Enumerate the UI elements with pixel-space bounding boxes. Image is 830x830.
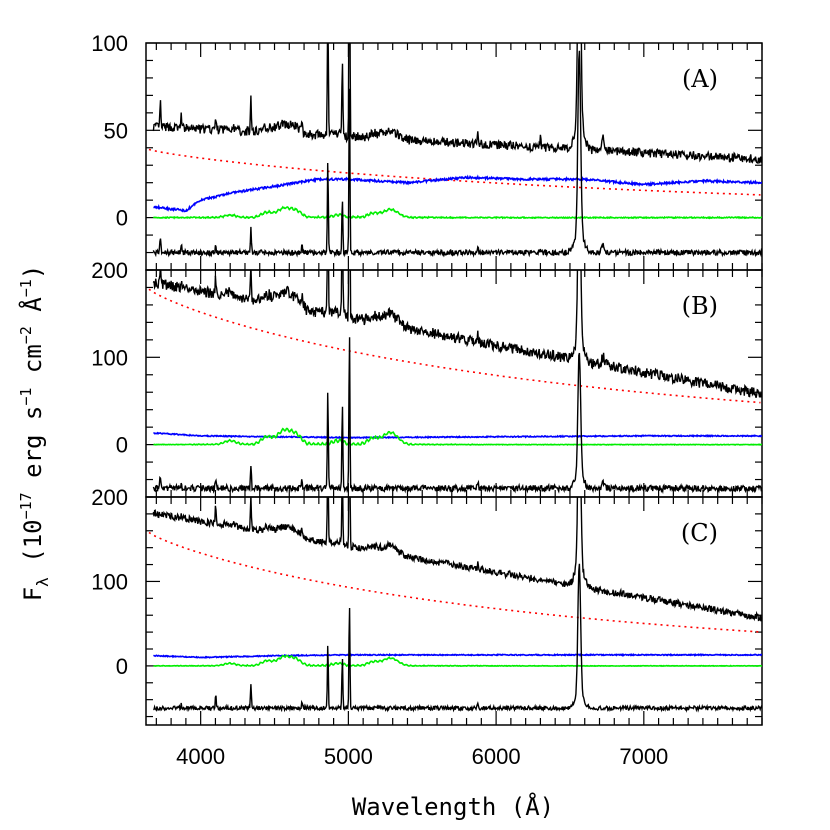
y-tick-label: 0 (116, 433, 128, 458)
host-galaxy-curve (153, 652, 762, 660)
observed-spectrum (152, 43, 762, 165)
host-galaxy-curve (153, 174, 762, 213)
y-tick-label: 100 (91, 569, 128, 594)
host-galaxy-curve (153, 431, 762, 440)
y-tick-label: 0 (116, 206, 128, 231)
feii-curve (152, 205, 762, 220)
powerlaw-curve (148, 148, 761, 196)
powerlaw-curve (148, 531, 761, 633)
y-axis-title-e: ) (19, 265, 47, 279)
x-tick-label: 5000 (324, 744, 373, 769)
y-tick-label: 50 (104, 118, 128, 143)
y-axis-title-b: erg s (19, 406, 47, 493)
panel-1: 0 50 100 (A) (91, 31, 763, 271)
y-axis-title-e4: −1 (17, 279, 35, 297)
y-axis-title-e1: −17 (17, 492, 35, 519)
y-axis-title-d: Å (18, 297, 47, 326)
feii-curve (153, 427, 762, 447)
y-axis-title-c: cm (19, 344, 47, 387)
residual-spectrum (152, 337, 762, 495)
y-axis-title-f: F (19, 587, 47, 601)
y-axis-title-e3: −2 (17, 326, 35, 344)
x-tick-label: 7000 (619, 744, 668, 769)
y-axis-title-a: (10 (19, 519, 47, 577)
powerlaw-curve (148, 288, 761, 404)
panel-frame (145, 42, 763, 271)
y-tick-label: 0 (116, 654, 128, 679)
panel-frame (145, 496, 763, 726)
panel-curves (148, 43, 762, 258)
residual-spectrum (152, 50, 762, 258)
panel-label: (C) (681, 519, 718, 547)
panel-label: (A) (682, 65, 718, 93)
panel-frame (145, 269, 763, 498)
y-axis-title: Fλ (10−17 erg s−1 cm−2 Å−1) (17, 265, 52, 602)
x-axis-title: Wavelength (Å) (352, 792, 554, 821)
x-tick-label: 6000 (472, 744, 521, 769)
x-tick-label: 4000 (176, 744, 225, 769)
observed-spectrum (152, 497, 762, 622)
y-axis-title-e2: −1 (17, 388, 35, 406)
observed-spectrum (152, 270, 762, 398)
panel-label: (B) (682, 292, 718, 320)
feii-curve (153, 654, 762, 668)
y-tick-label: 100 (91, 31, 128, 56)
y-tick-label: 200 (91, 258, 128, 283)
y-axis-title-lambda: λ (33, 577, 52, 587)
residual-spectrum (153, 563, 762, 713)
y-tick-label: 200 (91, 485, 128, 510)
panel-3: 0 100 200 (C) (91, 485, 763, 726)
panel-curves (148, 497, 762, 713)
y-tick-label: 100 (91, 345, 128, 370)
panels-layer: 0 50 100 (A) 0 100 200 (B) 0 100 200 (C) 4000 5000 600… (91, 31, 763, 769)
panel-curves (148, 270, 762, 495)
